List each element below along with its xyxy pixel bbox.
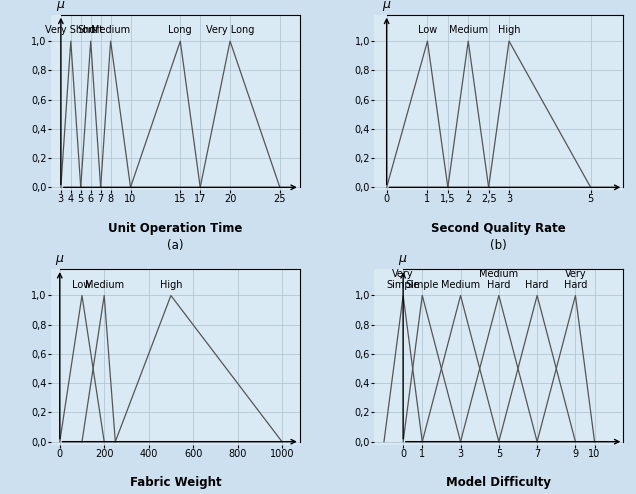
Text: Hard: Hard	[525, 280, 549, 289]
Text: (a): (a)	[167, 240, 184, 252]
Text: Very Short: Very Short	[45, 25, 96, 35]
Text: Low: Low	[418, 25, 437, 35]
Text: Very
Simple: Very Simple	[387, 269, 420, 289]
Text: Simple: Simple	[406, 280, 439, 289]
Text: High: High	[498, 25, 520, 35]
Text: Long: Long	[169, 25, 192, 35]
Text: Medium: Medium	[448, 25, 488, 35]
Text: Medium: Medium	[441, 280, 480, 289]
Text: Very
Hard: Very Hard	[563, 269, 587, 289]
Text: Low: Low	[73, 280, 92, 289]
Text: Fabric Weight: Fabric Weight	[130, 476, 221, 489]
Text: Very Long: Very Long	[206, 25, 254, 35]
Text: Short: Short	[78, 25, 104, 35]
Text: High: High	[160, 280, 182, 289]
Text: Medium: Medium	[91, 25, 130, 35]
Text: Medium: Medium	[85, 280, 124, 289]
Text: $\mu$: $\mu$	[56, 0, 66, 13]
Text: $\mu$: $\mu$	[382, 0, 391, 13]
Text: Medium
Hard: Medium Hard	[480, 269, 518, 289]
Text: $\mu$: $\mu$	[55, 253, 65, 267]
Text: Model Difficulty: Model Difficulty	[446, 476, 551, 489]
Text: $\mu$: $\mu$	[398, 253, 408, 267]
Text: Unit Operation Time: Unit Operation Time	[108, 222, 242, 235]
Text: Second Quality Rate: Second Quality Rate	[431, 222, 566, 235]
Text: (b): (b)	[490, 240, 508, 252]
